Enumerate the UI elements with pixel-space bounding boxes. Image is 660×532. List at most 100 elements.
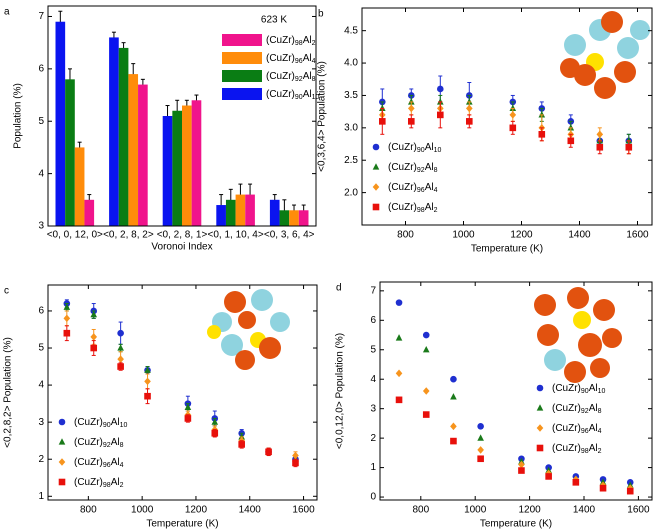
marker [509, 124, 517, 132]
legend-label: (CuZr)92Al8 [388, 162, 438, 174]
marker [477, 455, 484, 463]
marker [625, 136, 633, 144]
marker [58, 418, 66, 426]
legend-label: (CuZr)96Al4 [388, 182, 438, 194]
marker [518, 460, 525, 469]
marker [626, 487, 634, 495]
legend-label: (CuZr)92Al8 [74, 437, 124, 449]
y-tick-label: 0 [370, 492, 376, 503]
marker [292, 451, 299, 460]
panel-label: b [318, 9, 324, 20]
marker [567, 137, 575, 145]
marker [450, 375, 457, 383]
marker [372, 143, 380, 151]
marker [265, 448, 272, 456]
marker [437, 85, 444, 93]
bar [55, 21, 66, 227]
y-tick-label: 3.0 [344, 122, 358, 133]
x-tick-label: 1200 [185, 505, 208, 516]
x-tick-label: <0, 2, 8, 2> [103, 230, 154, 241]
marker [466, 104, 473, 113]
bar [235, 194, 246, 226]
x-axis-label: Temperature (K) [146, 519, 218, 530]
bar [216, 205, 226, 226]
x-axis-label: Temperature (K) [471, 244, 543, 255]
bar [182, 105, 192, 226]
marker [408, 98, 415, 105]
legend-swatch [222, 88, 262, 100]
marker [117, 363, 124, 370]
x-tick-label: 800 [80, 505, 97, 516]
y-axis-label: <0,0,12,0> Population (%) [335, 333, 346, 449]
marker [536, 384, 544, 392]
marker [372, 183, 380, 191]
marker [567, 124, 575, 131]
marker [117, 344, 124, 351]
marker [518, 467, 525, 474]
x-tick-label: 1000 [131, 505, 154, 516]
marker [395, 369, 403, 378]
legend-label: (CuZr)96Al4 [266, 53, 316, 65]
marker [538, 131, 546, 138]
marker [422, 331, 430, 339]
y-axis-label: Population (%) [13, 83, 24, 149]
y-tick-label: 4.5 [344, 25, 358, 36]
cluster-d [534, 287, 622, 383]
bar [225, 199, 236, 226]
y-tick-label: 5 [38, 116, 44, 127]
marker [63, 303, 71, 310]
marker [596, 143, 604, 151]
y-tick-label: 4 [370, 374, 376, 385]
x-tick-label: 1600 [626, 230, 649, 241]
legend-label: (CuZr)92Al8 [552, 403, 602, 415]
x-tick-label: 800 [412, 505, 429, 516]
marker [90, 344, 98, 352]
marker [238, 433, 245, 440]
bar [289, 210, 299, 226]
cluster-b [560, 11, 650, 99]
legend-swatch [222, 52, 262, 64]
marker [477, 446, 484, 454]
x-tick-label: 1400 [239, 505, 262, 516]
x-tick-label: <0, 0, 12, 0> [47, 230, 103, 241]
marker [408, 104, 415, 113]
legend-swatch [222, 34, 262, 46]
y-tick-label: 4.0 [344, 58, 358, 69]
marker [395, 396, 403, 404]
y-tick-label: 5 [370, 344, 376, 355]
y-axis-label: <0,3,6,4> Population (%) [317, 61, 328, 172]
marker [379, 104, 386, 112]
y-tick-label: 2.5 [344, 155, 358, 166]
marker [408, 118, 415, 125]
plot-frame [361, 7, 653, 226]
annotation: 623 K [261, 15, 287, 26]
x-tick-label: <0, 3, 6, 4> [264, 230, 315, 241]
y-tick-label: 7 [370, 285, 376, 296]
panel-label: d [336, 283, 342, 294]
y-tick-label: 1 [370, 462, 376, 473]
plot-frame [47, 5, 317, 227]
y-tick-label: 1 [38, 491, 44, 502]
x-axis-label: Temperature (K) [480, 519, 552, 530]
legend-label: (CuZr)90Al10 [388, 142, 441, 154]
marker [63, 314, 71, 323]
y-tick-label: 4 [38, 380, 44, 391]
marker [144, 377, 151, 386]
y-tick-label: 3 [38, 417, 44, 428]
marker [58, 478, 66, 486]
x-tick-label: <0, 2, 8, 1> [157, 230, 208, 241]
marker [466, 98, 473, 105]
marker [599, 484, 607, 492]
marker [184, 415, 192, 422]
marker [477, 423, 484, 430]
bar [162, 116, 173, 226]
bar [269, 199, 280, 226]
marker [545, 473, 552, 480]
x-tick-label: <0, 1, 10, 4> [208, 230, 264, 241]
bar [138, 84, 148, 226]
marker [572, 479, 580, 486]
y-tick-label: 3 [370, 403, 376, 414]
marker [184, 403, 192, 410]
marker [292, 459, 299, 467]
